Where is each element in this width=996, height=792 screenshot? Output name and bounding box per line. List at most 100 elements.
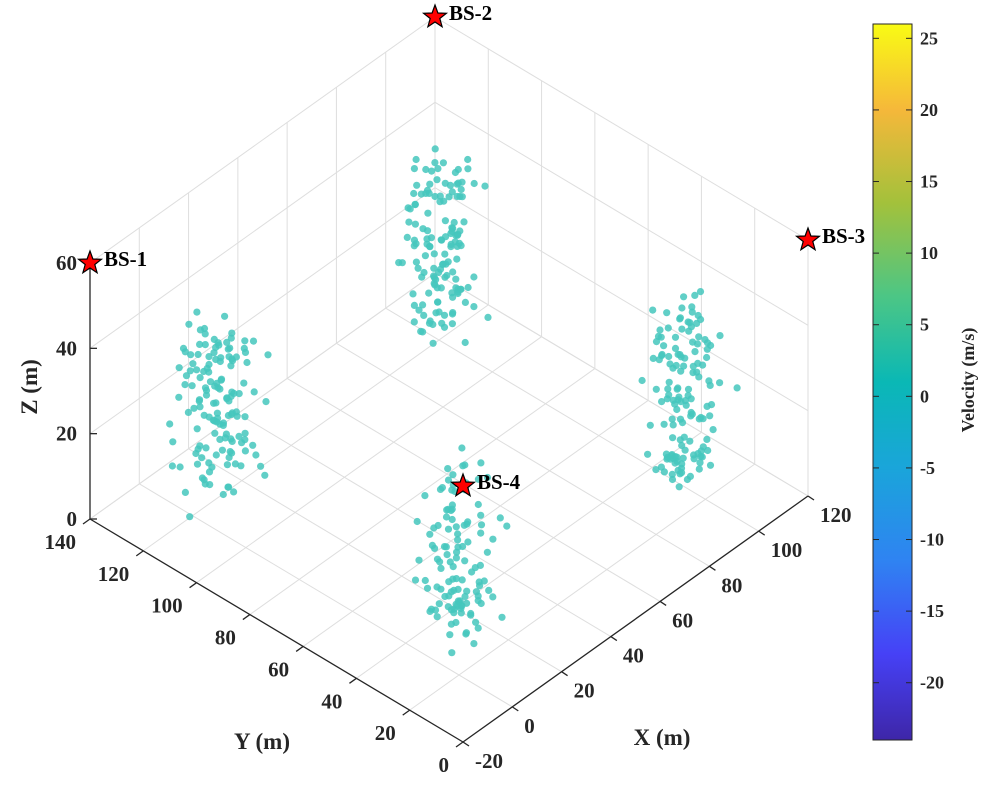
scatter-point	[733, 384, 741, 392]
scatter-point	[250, 388, 258, 396]
scatter-point	[219, 419, 228, 427]
x-tick-mark	[561, 671, 568, 677]
scatter-point	[425, 319, 434, 327]
scatter-point	[200, 476, 208, 484]
z-axis-label: Z (m)	[17, 359, 42, 415]
x-tick-mark	[610, 636, 618, 642]
y-tick-mark	[295, 645, 304, 652]
scatter-point	[697, 315, 705, 324]
colorbar: 25 20 15 10 5 0 -5 -10 -15 -20 Velocity (m/s)	[872, 23, 979, 741]
scatter-point	[434, 298, 442, 306]
colorbar-tick-label: -5	[920, 458, 935, 478]
floor-grid-line-y	[249, 368, 596, 615]
scatter-point	[669, 434, 677, 442]
scatter-point	[212, 451, 220, 459]
scatter-point	[691, 348, 699, 356]
scatter-point	[448, 649, 456, 657]
scatter-point	[423, 235, 431, 243]
scatter-point	[212, 399, 220, 407]
scatter-point	[189, 360, 197, 368]
scatter-point	[427, 605, 435, 613]
scatter-point	[483, 548, 491, 556]
scatter-point	[472, 618, 480, 626]
base-station-bs-2: BS-2	[421, 1, 492, 29]
scatter-point	[437, 564, 445, 573]
scatter-point	[435, 308, 443, 316]
scatter-point	[221, 312, 229, 320]
scatter-point	[410, 301, 418, 309]
scatter-point	[166, 420, 174, 428]
scatter-point	[168, 462, 176, 470]
scatter-point	[693, 368, 701, 376]
scatter-point	[461, 557, 469, 565]
scatter-point	[690, 455, 698, 463]
scatter-point	[442, 233, 450, 241]
scatter-point	[450, 609, 458, 617]
scatter-point	[448, 515, 456, 524]
scatter-point	[464, 518, 472, 526]
scatter-point	[430, 524, 438, 532]
scatter-point	[489, 593, 497, 601]
scatter-point	[477, 521, 486, 529]
scatter-point	[241, 413, 249, 421]
scatter-point	[196, 442, 204, 450]
scatter-point	[231, 460, 239, 468]
scatter-point	[459, 542, 467, 551]
scatter-point	[431, 159, 439, 167]
scatter-point	[668, 415, 676, 423]
base-station-label: BS-3	[822, 224, 865, 248]
colorbar-tick-label: -20	[920, 673, 944, 693]
scatter-point	[241, 447, 249, 455]
scatter-point	[413, 517, 421, 526]
scatter-point	[211, 429, 219, 437]
scatter-point	[424, 209, 432, 217]
x-tick-mark	[462, 741, 470, 747]
scatter-point	[193, 460, 202, 468]
scatter-point	[477, 529, 485, 537]
scatter-point	[657, 333, 665, 341]
scatter-point	[444, 476, 453, 484]
scatter-point	[470, 303, 478, 311]
scatter-point	[460, 218, 468, 226]
scatter-point	[414, 264, 422, 272]
scatter-point	[225, 483, 233, 491]
scatter-point	[196, 374, 204, 382]
scatter-point	[472, 588, 480, 596]
scatter-point	[464, 538, 472, 546]
scatter-point	[676, 314, 685, 322]
scatter-point	[175, 393, 183, 401]
scatter-point	[498, 613, 506, 621]
scatter-point	[205, 353, 213, 361]
scatter-point	[678, 419, 687, 427]
scatter-point	[243, 358, 251, 367]
colorbar-tick-label: 20	[920, 100, 938, 120]
scatter-point	[241, 429, 249, 437]
scatter-point	[226, 448, 234, 456]
scatter-point	[457, 242, 465, 250]
scatter-point	[644, 450, 652, 458]
scatter-point	[458, 444, 466, 452]
scatter-point	[489, 535, 497, 543]
scatter-point	[413, 181, 421, 189]
data-points	[166, 145, 741, 657]
scatter-point	[213, 409, 221, 417]
scatter-point	[665, 378, 673, 386]
wall-grid-line-z	[434, 272, 809, 497]
scatter-point	[688, 410, 696, 418]
colorbar-ticks: 25 20 15 10 5 0 -5 -10 -15 -20	[873, 28, 944, 693]
scatter-point	[454, 230, 462, 238]
colorbar-tick-label: 10	[920, 243, 938, 263]
scatter-point	[428, 167, 436, 175]
scatter-point	[696, 288, 705, 296]
scatter-point	[649, 354, 657, 362]
scatter-point	[228, 437, 236, 445]
scatter-point	[448, 320, 456, 328]
scatter-point	[481, 182, 489, 190]
scatter-point	[483, 473, 492, 482]
scatter-point	[235, 432, 243, 440]
scatter-point	[474, 624, 482, 632]
scatter-point	[196, 340, 204, 348]
scatter-point	[433, 583, 441, 591]
scatter-point	[193, 425, 201, 433]
scatter-point	[228, 329, 236, 337]
